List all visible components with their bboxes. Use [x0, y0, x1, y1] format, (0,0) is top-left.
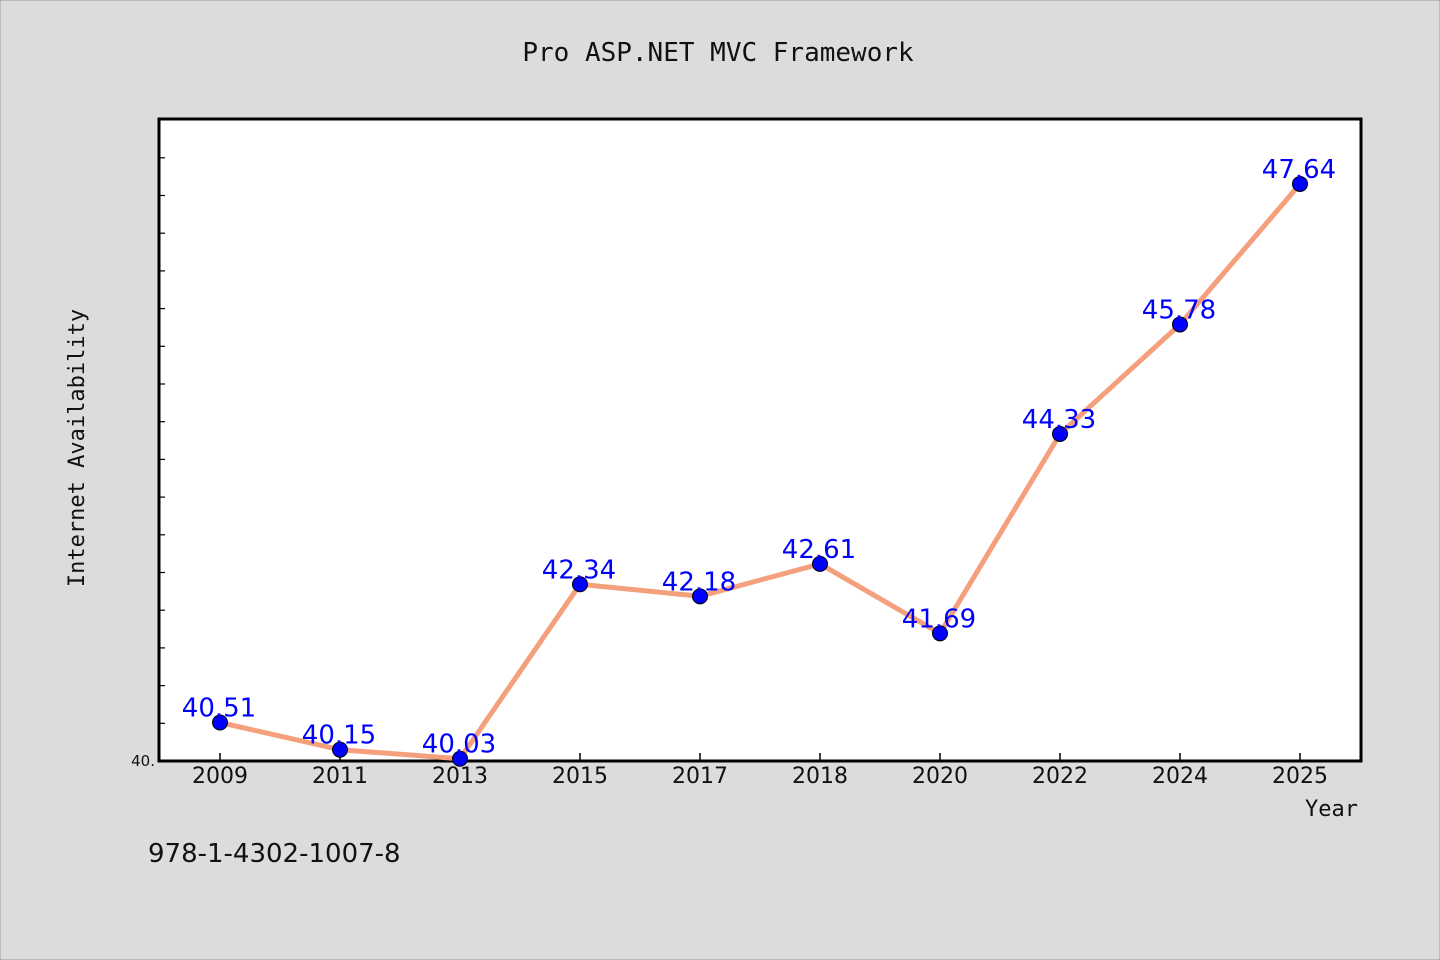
data-label: 42.18: [662, 567, 736, 597]
x-tick-label: 2013: [432, 764, 488, 789]
y-axis-ticks: [159, 157, 165, 762]
y-tick-label: 40.: [131, 752, 155, 770]
isbn-footer: 978-1-4302-1007-8: [148, 839, 401, 869]
x-tick-label: 2009: [192, 764, 248, 789]
data-point-marker: [572, 576, 588, 593]
data-label: 45.78: [1142, 295, 1216, 325]
x-axis-label: Year: [1305, 797, 1358, 822]
x-tick-label: 2017: [672, 764, 728, 789]
series-markers: [212, 175, 1308, 767]
data-label: 42.34: [542, 555, 616, 585]
data-point-marker: [692, 588, 708, 605]
data-point-marker: [452, 750, 468, 767]
series-line: [217, 181, 1303, 762]
x-tick-label: 2015: [552, 764, 608, 789]
data-point-marker: [812, 555, 828, 572]
x-tick-label: 2022: [1032, 764, 1088, 789]
data-point-marker: [1052, 425, 1068, 442]
x-tick-label: 2025: [1272, 764, 1328, 789]
plot-area: [157, 117, 1363, 763]
data-label: 42.61: [782, 535, 856, 565]
x-tick-label: 2020: [912, 764, 968, 789]
y-axis-label: Internet Availability: [65, 309, 90, 587]
data-label: 41.69: [902, 604, 976, 634]
x-axis: 2009 2011 2013 2015 2017 2018 2020 2022 2024 2025: [192, 753, 1328, 789]
x-tick-label: 2018: [792, 764, 848, 789]
data-label: 47.64: [1262, 155, 1336, 185]
chart-title: Pro ASP.NET MVC Framework: [522, 38, 914, 68]
data-point-marker: [332, 741, 348, 758]
x-tick-label: 2024: [1152, 764, 1208, 789]
data-point-marker: [932, 625, 948, 642]
data-label: 40.15: [302, 721, 376, 751]
data-labels: 40.51 40.15 40.03 42.34 42.18 42.61 41.69 44.33…: [182, 155, 1336, 760]
data-point-marker: [1292, 175, 1308, 192]
data-point-marker: [1172, 316, 1188, 333]
data-point-marker: [212, 714, 228, 731]
data-label: 40.03: [422, 730, 496, 760]
x-tick-label: 2011: [312, 764, 368, 789]
data-label: 40.51: [182, 693, 256, 723]
data-label: 44.33: [1022, 405, 1096, 435]
